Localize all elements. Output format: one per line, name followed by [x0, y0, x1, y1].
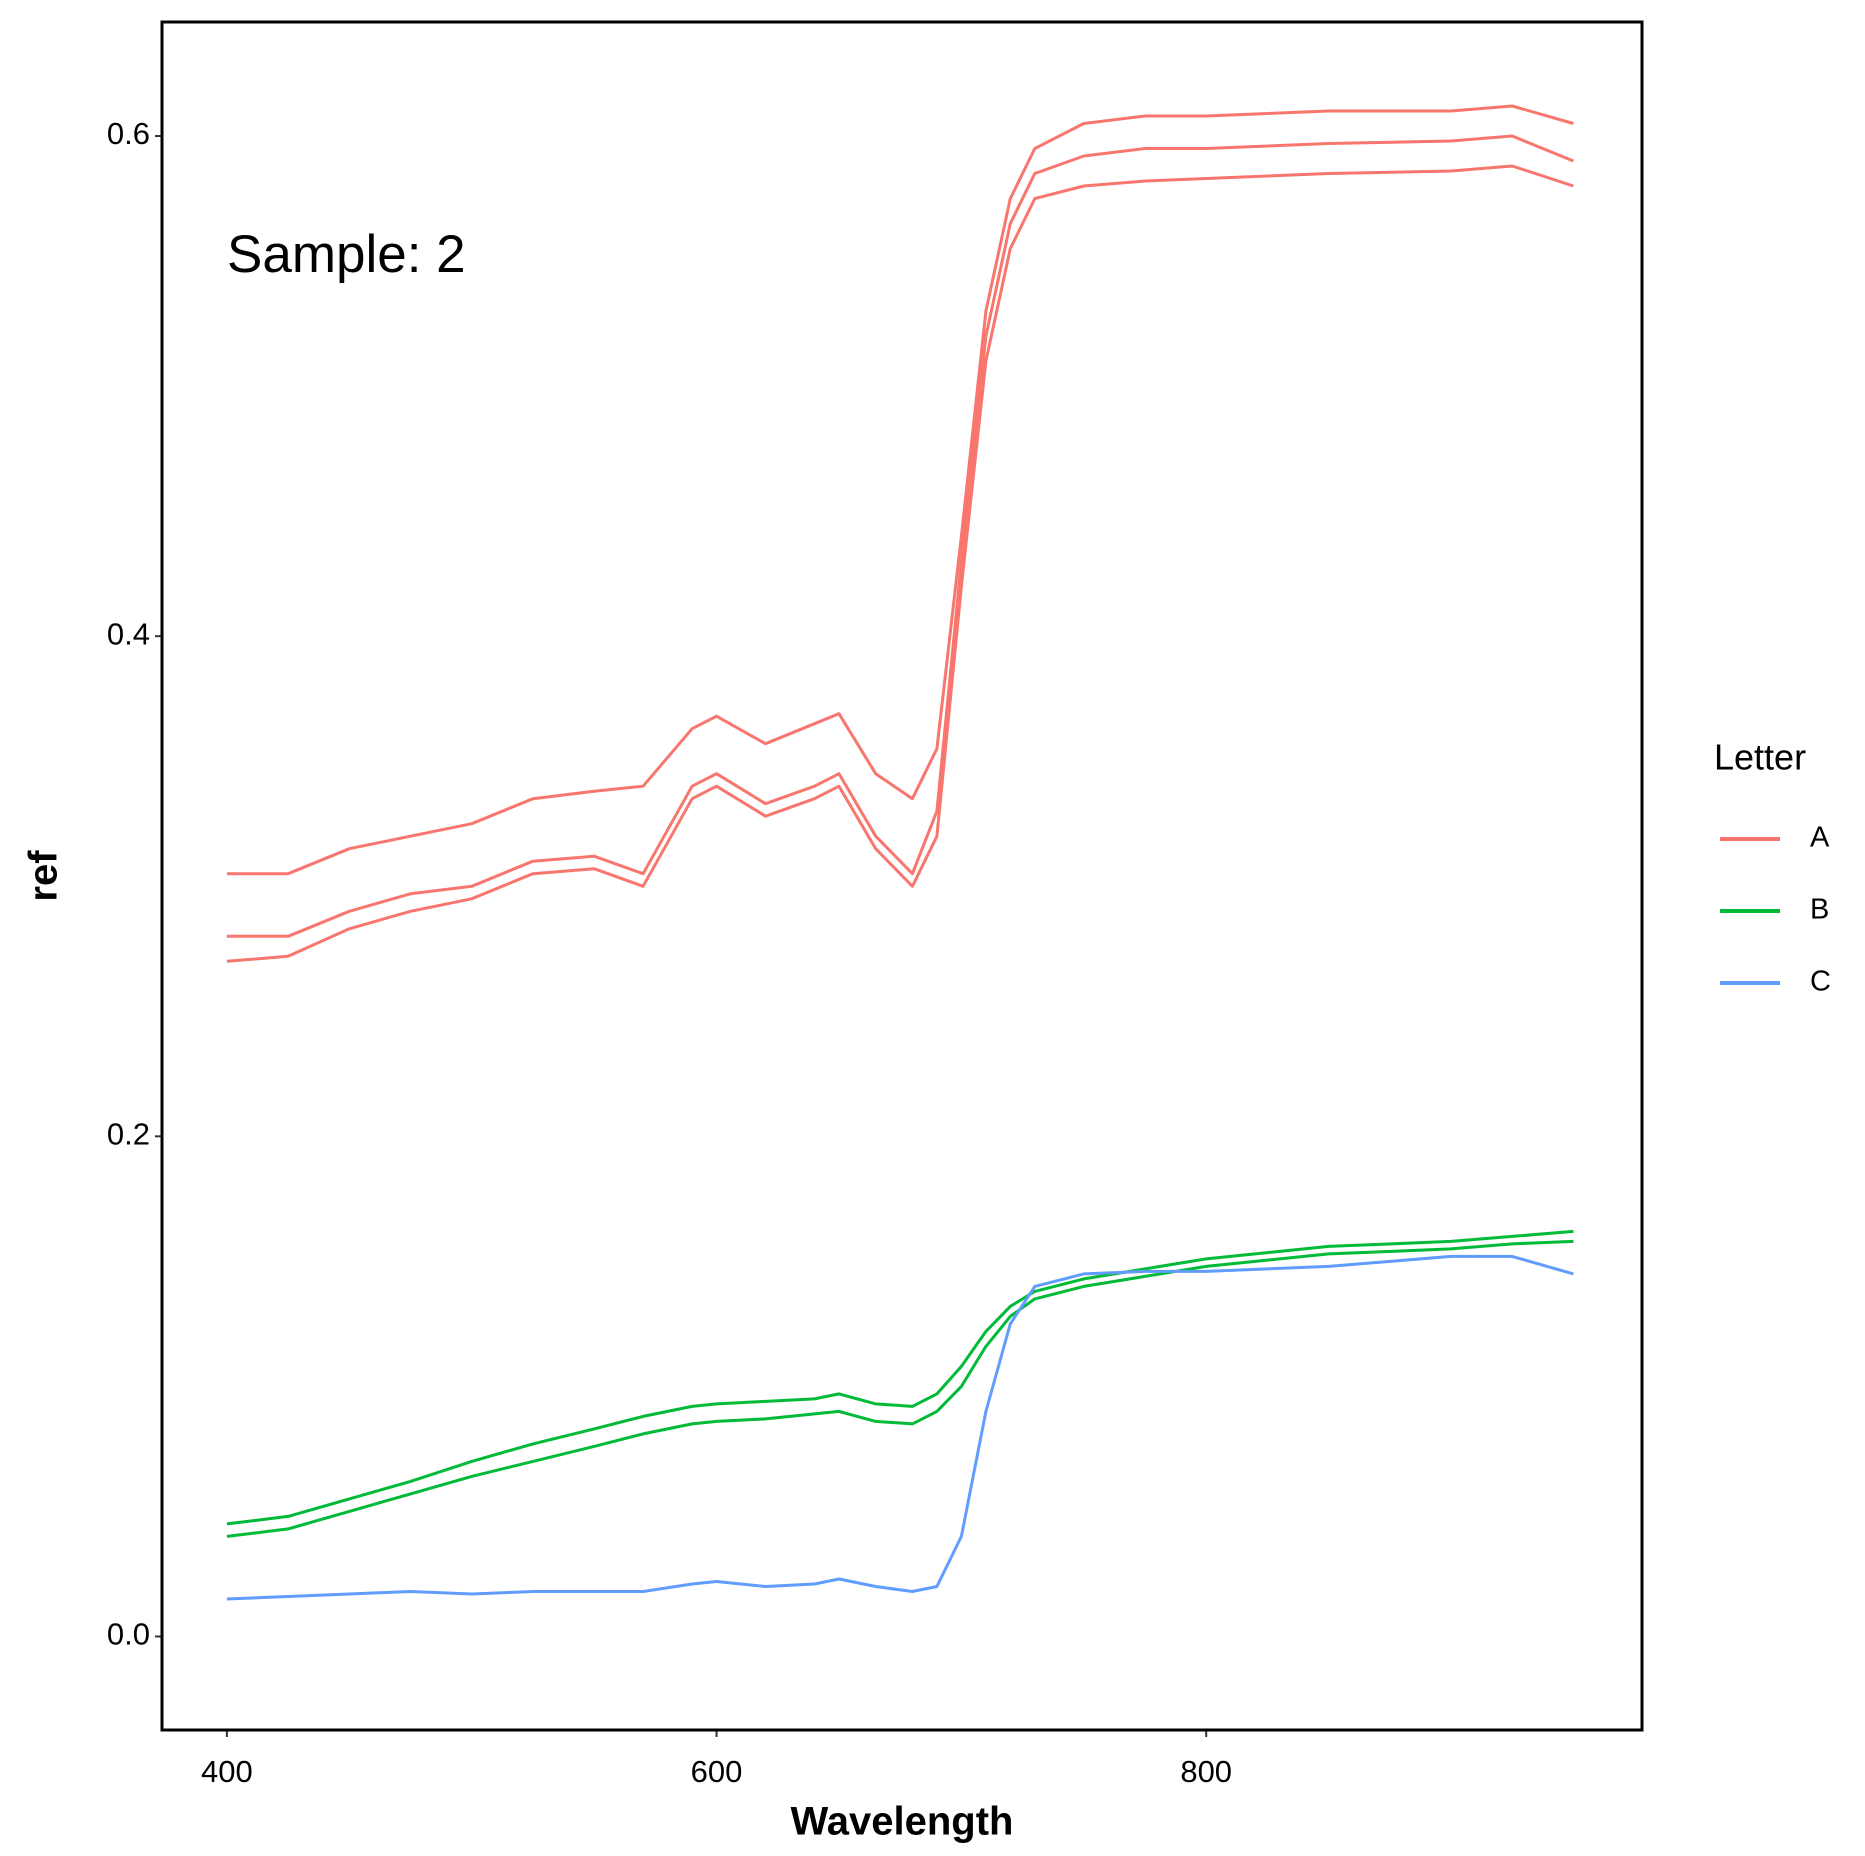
legend-label: A	[1810, 822, 1830, 854]
legend-title: Letter	[1714, 737, 1806, 778]
y-tick-label: 0.2	[107, 1117, 150, 1152]
y-tick-label: 0.6	[107, 116, 150, 151]
x-tick-label: 800	[1180, 1754, 1232, 1789]
data-line	[226, 1254, 1574, 1601]
data-line	[226, 164, 1574, 963]
annotation: Sample: 2	[227, 225, 466, 284]
data-line	[226, 134, 1574, 938]
legend-label: C	[1810, 966, 1831, 998]
y-tick-label: 0.0	[107, 1617, 150, 1652]
x-tick-label: 600	[691, 1754, 743, 1789]
x-tick-label: 400	[201, 1754, 253, 1789]
data-line	[226, 104, 1574, 876]
y-tick-label: 0.4	[107, 616, 150, 651]
legend-label: B	[1810, 894, 1829, 926]
y-axis-title: ref	[22, 850, 66, 902]
data-line	[226, 1229, 1574, 1526]
data-line	[226, 1239, 1574, 1538]
x-axis-title: Wavelength	[791, 1800, 1014, 1844]
plot-border	[160, 20, 1644, 1732]
